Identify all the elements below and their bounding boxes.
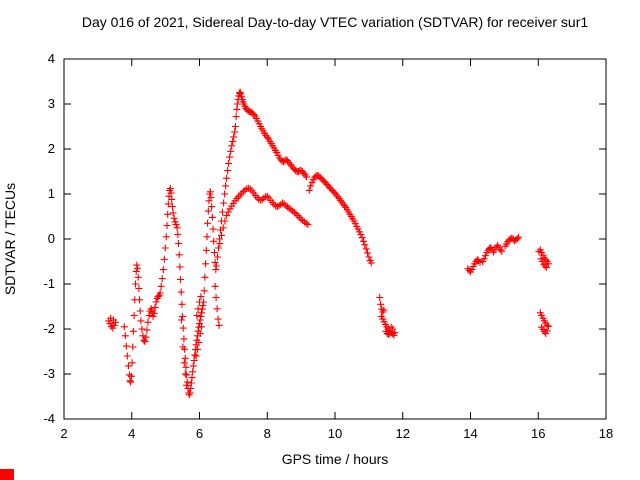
y-axis-label: SDTVAR / TECUs: [2, 183, 18, 295]
x-axis-label: GPS time / hours: [282, 451, 389, 467]
y-tick-label: 0: [48, 231, 55, 246]
chart-title: Day 016 of 2021, Sidereal Day-to-day VTE…: [82, 14, 588, 30]
corner-red-square: [0, 469, 14, 480]
y-tick-label: 3: [48, 96, 55, 111]
x-tick-label: 8: [264, 426, 271, 441]
plot-border: [63, 58, 607, 420]
y-tick-label: 2: [48, 141, 55, 156]
y-tick-label: -1: [43, 276, 55, 291]
x-tick-label: 6: [196, 426, 203, 441]
y-tick-label: -3: [43, 366, 55, 381]
x-tick-label: 14: [463, 426, 477, 441]
scatter-points: [105, 88, 552, 399]
x-tick-label: 2: [60, 426, 67, 441]
x-tick-label: 4: [128, 426, 135, 441]
x-tick-label: 10: [328, 426, 342, 441]
x-tick-label: 18: [599, 426, 613, 441]
x-tick-label: 16: [531, 426, 545, 441]
axis-ticks: [63, 58, 607, 420]
y-tick-label: 4: [48, 51, 55, 66]
x-tick-label: 12: [396, 426, 410, 441]
y-tick-label: 1: [48, 186, 55, 201]
y-tick-label: -2: [43, 321, 55, 336]
y-tick-label: -4: [43, 411, 55, 426]
